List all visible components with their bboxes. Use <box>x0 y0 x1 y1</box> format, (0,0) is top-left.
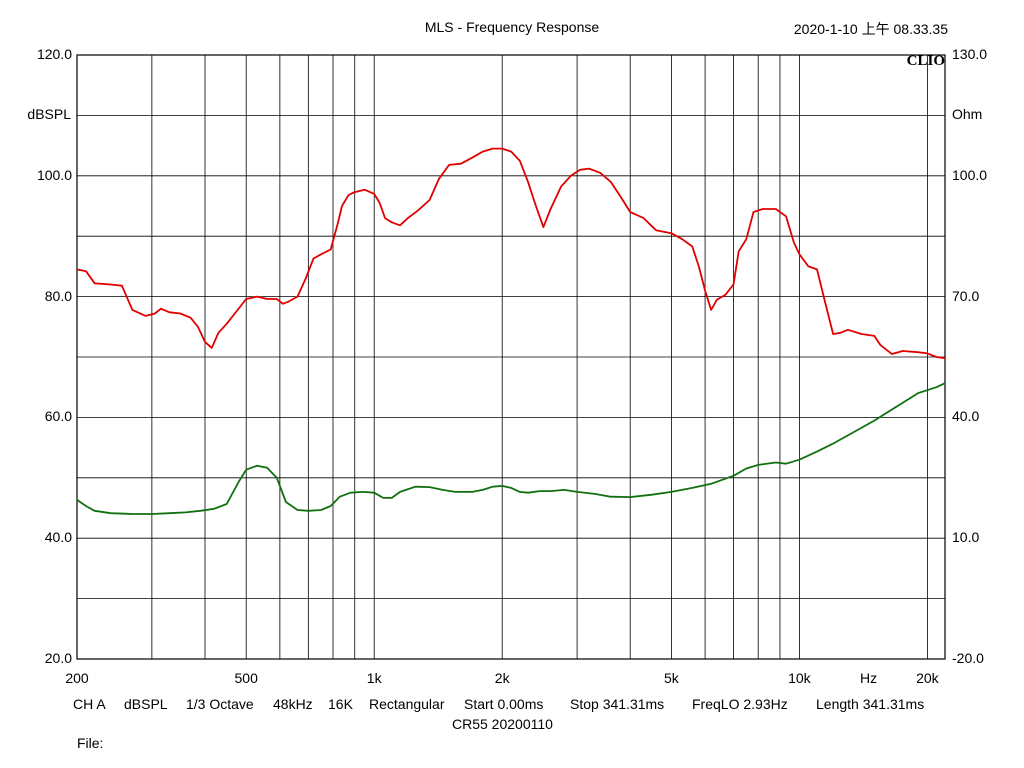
footer-info: CH A dBSPL 1/3 Octave 48kHz 16K Rectangu… <box>0 696 1024 716</box>
right-tick-label: 100.0 <box>952 166 988 183</box>
right-tick-label: 40.0 <box>952 408 980 425</box>
right-tick-label: 10.0 <box>952 529 980 546</box>
x-tick-label: 5k <box>663 670 679 686</box>
left-tick-label: 40.0 <box>44 529 72 546</box>
footer-smoothing: 1/3 Octave <box>186 696 254 712</box>
impedance-curve <box>76 382 946 515</box>
plot-frame <box>76 54 946 660</box>
file-label: File: <box>77 735 104 751</box>
footer-freqlo: FreqLO 2.93Hz <box>692 696 788 712</box>
x-tick-label: 10k <box>788 670 811 686</box>
left-tick-label: 60.0 <box>44 408 72 425</box>
series-layer <box>76 147 946 515</box>
left-axis-label: dBSPL <box>27 106 71 122</box>
x-tick-label: 200 <box>65 670 89 686</box>
timestamp: 2020-1-10 上午 08.33.35 <box>793 21 948 37</box>
left-tick-label: 100.0 <box>36 166 72 183</box>
footer-unit: dBSPL <box>124 696 168 712</box>
footer-window: Rectangular <box>369 696 445 712</box>
left-tick-label: 20.0 <box>44 650 72 666</box>
clio-logo: CLIO <box>906 53 945 69</box>
grid-lines <box>77 55 945 659</box>
right-tick-label: 70.0 <box>952 287 980 304</box>
right-tick-label: -20.0 <box>952 650 984 666</box>
left-tick-label: 80.0 <box>44 287 72 304</box>
chart-title: MLS - Frequency Response <box>424 19 600 35</box>
footer-stop: Stop 341.31ms <box>570 696 665 712</box>
left-tick-label: 120.0 <box>36 46 72 62</box>
x-tick-label: 2k <box>494 670 510 686</box>
footer-start: Start 0.00ms <box>464 696 544 712</box>
right-axis-label: Ohm <box>952 106 983 122</box>
spl-curve <box>76 147 946 360</box>
x-tick-label: 1k <box>366 670 382 686</box>
footer-id: CR55 20200110 <box>452 716 553 732</box>
footer-channel: CH A <box>73 696 106 712</box>
footer-size: 16K <box>328 696 353 712</box>
x-unit-label: Hz <box>860 670 878 686</box>
footer-sample-rate: 48kHz <box>273 696 313 712</box>
x-tick-label: 500 <box>234 670 258 686</box>
right-tick-label: 130.0 <box>952 46 988 62</box>
x-tick-label: 20k <box>916 670 939 686</box>
footer-length: Length 341.31ms <box>816 696 925 712</box>
